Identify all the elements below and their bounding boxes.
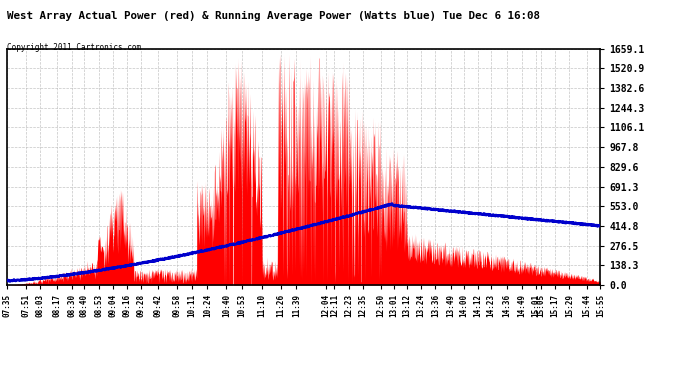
Text: West Array Actual Power (red) & Running Average Power (Watts blue) Tue Dec 6 16:: West Array Actual Power (red) & Running … xyxy=(7,11,540,21)
Text: Copyright 2011 Cartronics.com: Copyright 2011 Cartronics.com xyxy=(7,43,141,52)
